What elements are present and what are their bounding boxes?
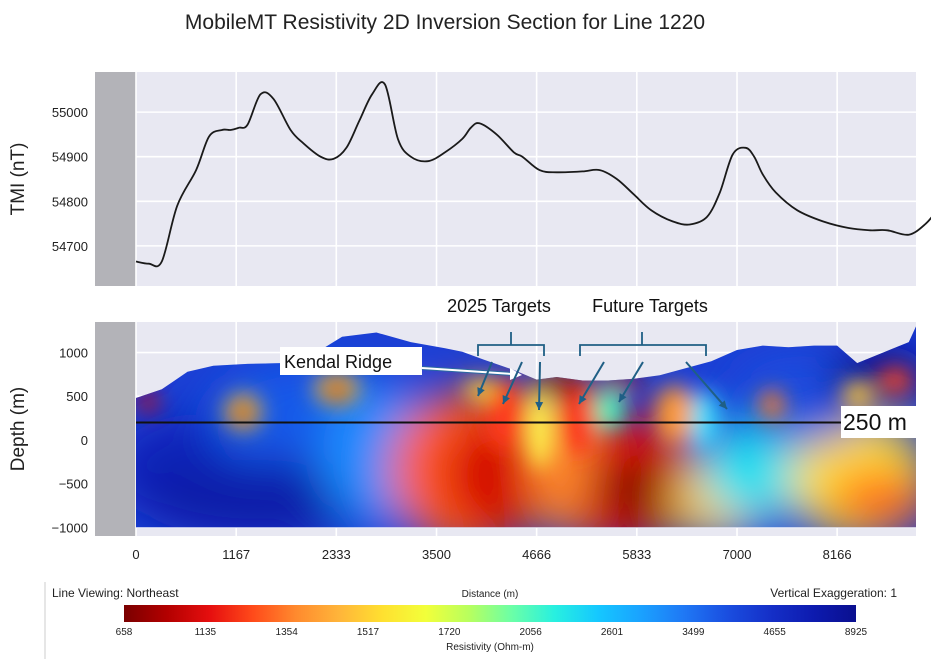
- colorbar-tick-label: 1720: [438, 627, 461, 638]
- chart-title: MobileMT Resistivity 2D Inversion Sectio…: [185, 11, 705, 34]
- colorbar-distance-label: Distance (m): [462, 589, 519, 600]
- tmi-y-tick-label: 54700: [52, 239, 88, 254]
- section-x-tick-label: 7000: [723, 547, 752, 562]
- section-x-tick-label: 5833: [622, 547, 651, 562]
- section-broad-zones: [136, 345, 916, 528]
- section-y-tick-label: 0: [81, 433, 88, 448]
- reference-label-box: [841, 406, 916, 438]
- target-arrowhead: [535, 401, 544, 410]
- vertical-exaggeration-label: Vertical Exaggeration: 1: [770, 586, 897, 600]
- section-x-ticks: 0 1167 2333 3500 4666 5833 7000 8166: [132, 547, 851, 562]
- tmi-series-line: [135, 81, 931, 268]
- colorbar-title: Resistivity (Ohm-m): [446, 642, 534, 653]
- colorbar-tick-label: 1135: [195, 627, 217, 638]
- colorbar-ticks: 658 1135 1354 1517 1720 2056 2601 3499 4655 8925: [116, 627, 868, 638]
- target-arrow: [538, 361, 541, 411]
- colorbar-tick-label: 1354: [276, 627, 299, 638]
- section-y-tick-label: 500: [66, 389, 88, 404]
- future-targets-bracket: [579, 332, 707, 356]
- target-arrowhead: [477, 387, 485, 396]
- section-x-tick-label: 3500: [422, 547, 451, 562]
- section-y-ticks: 1000 500 0 −500 −1000: [51, 346, 88, 536]
- section-x-tick-label: 0: [132, 547, 139, 562]
- colorbar-panel: Line Viewing: Northeast Distance (m) Ver…: [44, 582, 897, 659]
- tmi-y-ticks: 54700 54800 54900 55000: [52, 105, 88, 254]
- colorbar: [124, 605, 856, 622]
- tmi-y-tick-label: 55000: [52, 105, 88, 120]
- tmi-y-axis-label: TMI (nT): [8, 143, 29, 216]
- colorbar-tick-label: 4655: [764, 627, 787, 638]
- kendal-ridge-box: [280, 347, 422, 375]
- tmi-y-tick-label: 54800: [52, 194, 88, 209]
- reference-line-label: 250 m: [843, 409, 907, 435]
- section-y-tick-label: −1000: [51, 520, 88, 535]
- colorbar-tick-label: 2056: [520, 627, 543, 638]
- resistivity-panel: 1000 500 0 −500 −1000 0 1167 2333 3500 4666 5833 7…: [8, 296, 916, 562]
- section-x-tick-label: 4666: [522, 547, 551, 562]
- line-viewing-label: Line Viewing: Northeast: [52, 586, 179, 600]
- colorbar-tick-label: 658: [116, 627, 133, 638]
- section-x-tick-label: 8166: [823, 547, 852, 562]
- colorbar-tick-label: 3499: [682, 627, 705, 638]
- target-arrowhead: [619, 393, 627, 402]
- target-arrowhead: [718, 400, 727, 409]
- colorbar-tick-label: 1517: [357, 627, 380, 638]
- section-y-axis-label: Depth (m): [8, 387, 29, 471]
- kendal-ridge-label: Kendal Ridge: [284, 352, 392, 372]
- colorbar-tick-label: 8925: [845, 627, 868, 638]
- target-arrowhead: [579, 395, 587, 404]
- target-arrowhead: [502, 395, 510, 404]
- section-y-tick-label: −500: [59, 477, 88, 492]
- tmi-pad-strip: [95, 72, 136, 286]
- section-local-bodies: [138, 368, 913, 470]
- section-x-tick-label: 1167: [222, 547, 250, 562]
- future-targets-label: Future Targets: [592, 296, 708, 316]
- section-pad-strip: [95, 322, 136, 536]
- target-arrow: [578, 361, 605, 405]
- kendal-ridge-arrow: [421, 367, 513, 375]
- tmi-panel: 54700 54800 54900 55000 TMI (nT): [8, 72, 931, 286]
- targets-2025-label: 2025 Targets: [447, 296, 551, 316]
- tmi-y-tick-label: 54900: [52, 150, 88, 165]
- target-arrow: [685, 361, 728, 410]
- colorbar-tick-label: 2601: [601, 627, 624, 638]
- tmi-plot-area: [95, 72, 916, 286]
- section-x-tick-label: 2333: [322, 547, 351, 562]
- targets-2025-bracket: [477, 332, 545, 356]
- target-arrows: [477, 361, 728, 411]
- section-y-tick-label: 1000: [59, 346, 88, 361]
